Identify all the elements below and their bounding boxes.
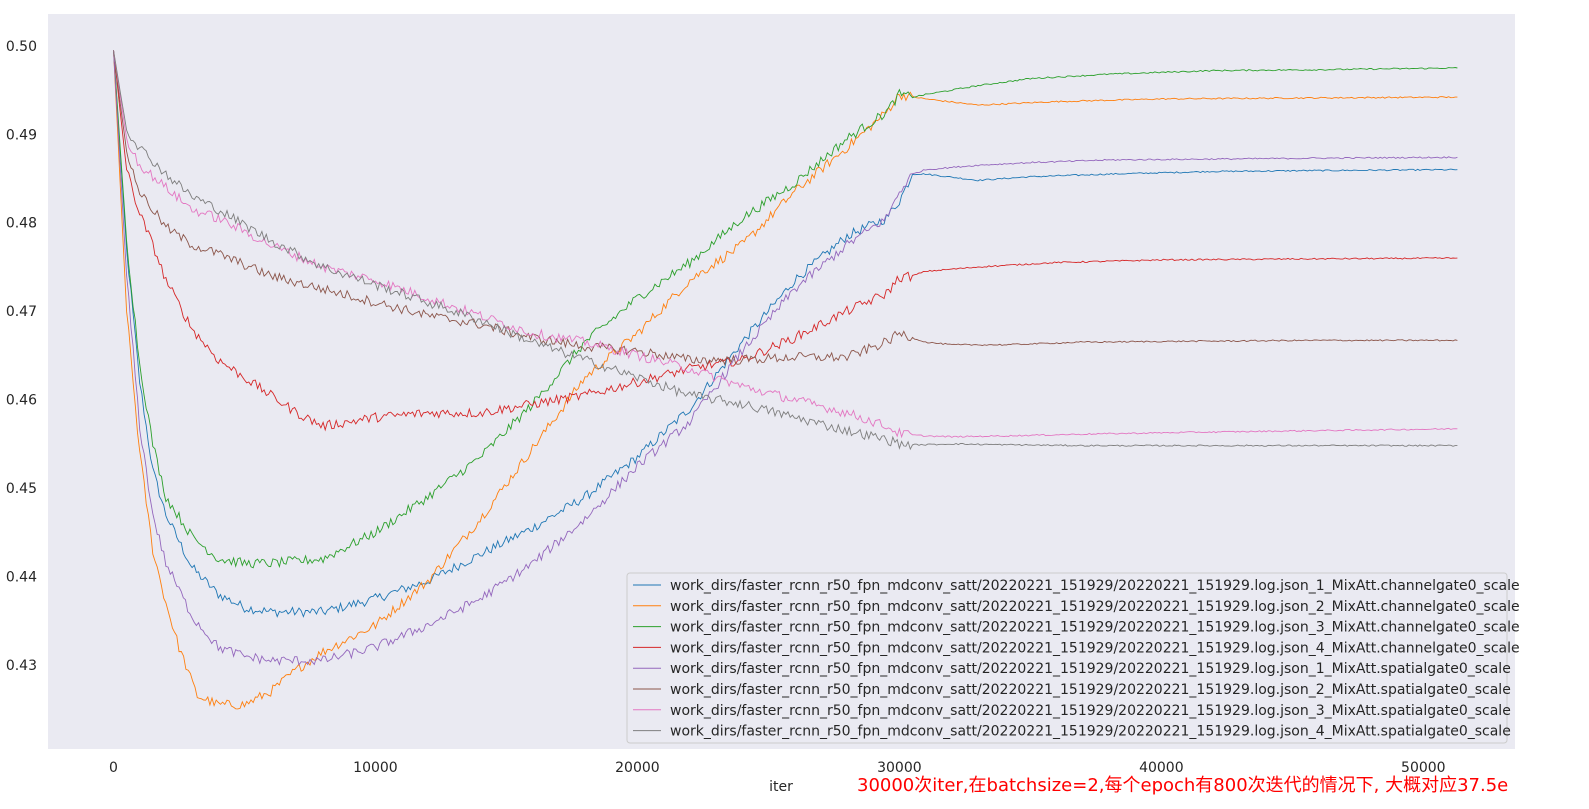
legend-entry: work_dirs/faster_rcnn_r50_fpn_mdconv_sat… bbox=[670, 661, 1511, 677]
series-line-1 bbox=[113, 50, 1458, 618]
y-tick-label: 0.45 bbox=[6, 481, 37, 497]
y-tick-label: 0.48 bbox=[6, 216, 37, 232]
series-line-7 bbox=[113, 50, 1458, 439]
legend-entry: work_dirs/faster_rcnn_r50_fpn_mdconv_sat… bbox=[670, 620, 1520, 636]
series-line-2 bbox=[113, 50, 1458, 710]
x-axis-ticks: 0 10000 20000 30000 40000 50000 bbox=[109, 760, 1446, 776]
x-tick-label: 30000 bbox=[877, 760, 922, 776]
legend-entry: work_dirs/faster_rcnn_r50_fpn_mdconv_sat… bbox=[670, 724, 1511, 740]
legend-entry: work_dirs/faster_rcnn_r50_fpn_mdconv_sat… bbox=[670, 578, 1520, 594]
y-tick-label: 0.49 bbox=[6, 127, 37, 143]
x-tick-label: 10000 bbox=[353, 760, 398, 776]
y-tick-label: 0.50 bbox=[6, 39, 37, 55]
x-axis-label: iter bbox=[769, 779, 793, 795]
annotation-note: 30000次iter,在batchsize=2,每个epoch有800次迭代的情… bbox=[857, 775, 1508, 796]
series-line-5 bbox=[113, 50, 1458, 666]
legend: work_dirs/faster_rcnn_r50_fpn_mdconv_sat… bbox=[626, 572, 1520, 744]
y-tick-label: 0.43 bbox=[6, 658, 37, 674]
x-tick-label: 0 bbox=[109, 760, 118, 776]
y-tick-label: 0.47 bbox=[6, 304, 37, 320]
y-axis-ticks: 0.43 0.44 0.45 0.46 0.47 0.48 0.49 0.50 bbox=[6, 39, 37, 674]
x-tick-label: 20000 bbox=[615, 760, 660, 776]
y-tick-label: 0.46 bbox=[6, 393, 37, 409]
series-line-4 bbox=[113, 50, 1458, 432]
series-lines bbox=[113, 50, 1458, 710]
series-line-8 bbox=[113, 50, 1458, 451]
y-tick-label: 0.44 bbox=[6, 570, 37, 586]
legend-entry: work_dirs/faster_rcnn_r50_fpn_mdconv_sat… bbox=[670, 703, 1511, 719]
x-tick-label: 40000 bbox=[1139, 760, 1184, 776]
x-tick-label: 50000 bbox=[1401, 760, 1446, 776]
series-line-6 bbox=[113, 50, 1458, 366]
legend-box bbox=[626, 572, 1508, 744]
series-line-3 bbox=[113, 50, 1458, 569]
legend-entry: work_dirs/faster_rcnn_r50_fpn_mdconv_sat… bbox=[670, 682, 1511, 698]
legend-entry: work_dirs/faster_rcnn_r50_fpn_mdconv_sat… bbox=[670, 640, 1520, 656]
legend-entry: work_dirs/faster_rcnn_r50_fpn_mdconv_sat… bbox=[670, 599, 1520, 615]
